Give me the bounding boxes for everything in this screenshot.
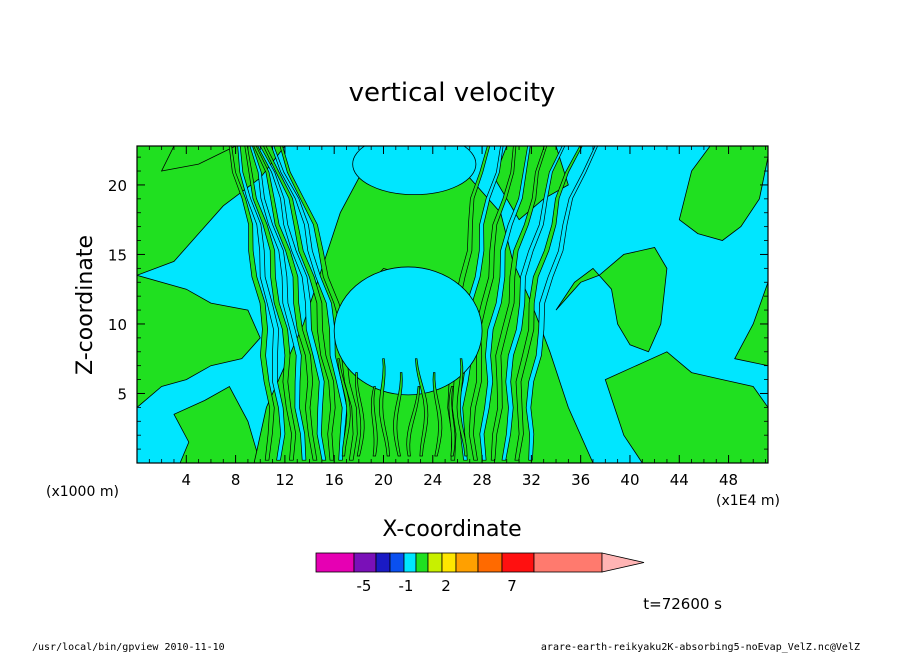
contour-stripe [253,146,318,461]
plot-frame [136,145,769,464]
x-axis-label: X-coordinate [382,517,521,542]
y-tick-label: 5 [117,385,127,403]
contour-stripe [237,146,286,461]
colorbar-segment [315,552,355,573]
colorbar-tick-label: 2 [441,577,451,595]
x-tick-label: 36 [571,471,590,489]
plot-area [137,146,768,463]
contour-region [352,146,477,196]
colorbar-segment [533,552,603,573]
contour-region [137,274,261,408]
x-tick-label: 44 [670,471,689,489]
contour-stripe [249,146,307,461]
contour-region [333,266,483,396]
colorbar-tick-label: -5 [357,577,372,595]
contour-stripe [501,146,566,461]
y-axis: 5 10 15 20 [108,156,768,450]
contour-region [678,146,768,241]
x-tick-label: 4 [182,471,192,489]
contour-stripes [228,146,598,461]
x-tick-label: 40 [620,471,639,489]
y-axis-label: Z-coordinate [73,235,98,375]
x-tick-label: 28 [473,471,492,489]
y-tick-label: 10 [108,316,127,334]
contour-stripe [415,358,429,457]
colorbar-tick-label: -1 [399,577,414,595]
contour-stripe [514,146,583,461]
colorbar-segment [415,552,429,573]
colorbar-ticks: -5 -1 2 7 [357,577,517,595]
contour-stripe [490,146,548,461]
x-tick-label: 12 [275,471,294,489]
contour-stripe [432,372,443,457]
colorbar-extension [601,552,645,573]
contour-stripe [370,386,378,457]
colorbar-segment [441,552,457,573]
footer-right: arare-earth-reikyaku2K-absorbing5-noEvap… [540,642,860,653]
contour-region [160,146,236,172]
x-axis: 4 8 12 16 20 24 28 32 36 40 44 48 [148,146,766,489]
contour-stripe [379,358,390,457]
time-label: t=72600 s [643,595,722,613]
contour-stripe [257,146,327,461]
contour-stripe [393,372,403,457]
colorbar-segment [455,552,479,573]
colorbar-segment [403,552,417,573]
y-tick-label: 15 [108,246,127,264]
colorbar-segment [501,552,535,573]
x-units-right: (x1E4 m) [716,493,780,509]
colorbar-segment [427,552,443,573]
contour-stripe [355,372,365,457]
contour-stripe [244,146,297,461]
chart-title: vertical velocity [349,78,556,108]
contour-region [734,282,768,367]
contour-stripe [456,358,468,457]
contour-stripe [525,146,598,461]
contour-stripe [479,146,531,461]
contour-stripe [448,386,456,457]
x-tick-label: 20 [374,471,393,489]
contour-region [604,351,768,463]
colorbar-segment [375,552,391,573]
x-tick-label: 32 [522,471,541,489]
colorbar-segment [477,552,503,573]
contour-region [555,247,668,353]
contour-stripe [263,146,336,461]
colorbar-segment [353,552,377,573]
colorbar [315,552,645,573]
colorbar-segment [389,552,405,573]
footer-left: /usr/local/bin/gpview 2010-11-10 [32,642,225,653]
x-tick-label: 48 [719,471,738,489]
contour-stripe [337,358,351,457]
x-tick-label: 8 [231,471,241,489]
y-tick-label: 20 [108,177,127,195]
x-tick-label: 16 [325,471,344,489]
contour-stripe [406,386,421,457]
colorbar-tick-label: 7 [507,577,517,595]
x-units-left: (x1000 m) [46,484,119,500]
x-tick-label: 24 [423,471,442,489]
contour-stripe [228,146,275,461]
contour-region [137,385,261,463]
